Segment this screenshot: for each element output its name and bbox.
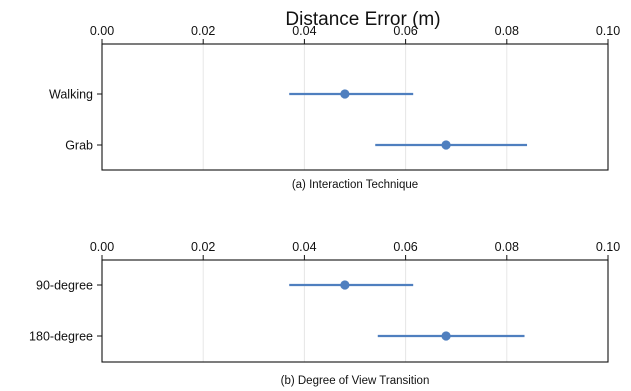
chart-title: Distance Error (m): [285, 9, 440, 30]
x-tick-label: 0.00: [90, 240, 114, 254]
panel-caption: (b) Degree of View Transition: [281, 375, 430, 387]
panel-a: 0.00 0.02 0.04 0.06 0.08 0.10 Walking Grab (a) I…: [49, 24, 620, 191]
x-tick-label: 0.04: [292, 24, 316, 38]
y-category-label: 180-degree: [29, 330, 93, 344]
panel-caption: (a) Interaction Technique: [292, 179, 418, 191]
x-tick-label: 0.08: [495, 240, 519, 254]
y-category-label: Walking: [49, 88, 93, 102]
mean-point: [340, 89, 350, 99]
x-tick-label: 0.06: [393, 24, 417, 38]
mean-point: [441, 140, 451, 150]
x-tick-label: 0.10: [596, 24, 620, 38]
panel-b: 0.00 0.02 0.04 0.06 0.08 0.10 90-degree 180-deg…: [29, 240, 620, 387]
x-tick-label: 0.04: [292, 240, 316, 254]
mean-point: [340, 280, 350, 290]
x-tick-label: 0.00: [90, 24, 114, 38]
plot-frame: [101, 259, 609, 363]
x-tick-label: 0.06: [393, 240, 417, 254]
plot-frame: [101, 43, 609, 171]
x-tick-label: 0.08: [495, 24, 519, 38]
y-category-label: Grab: [65, 139, 93, 153]
x-tick-label: 0.02: [191, 240, 215, 254]
mean-point: [441, 331, 451, 341]
x-tick-label: 0.02: [191, 24, 215, 38]
x-tick-label: 0.10: [596, 240, 620, 254]
y-category-label: 90-degree: [36, 279, 93, 293]
panels: 0.00 0.02 0.04 0.06 0.08 0.10 Walking Grab (a) I…: [29, 24, 620, 387]
